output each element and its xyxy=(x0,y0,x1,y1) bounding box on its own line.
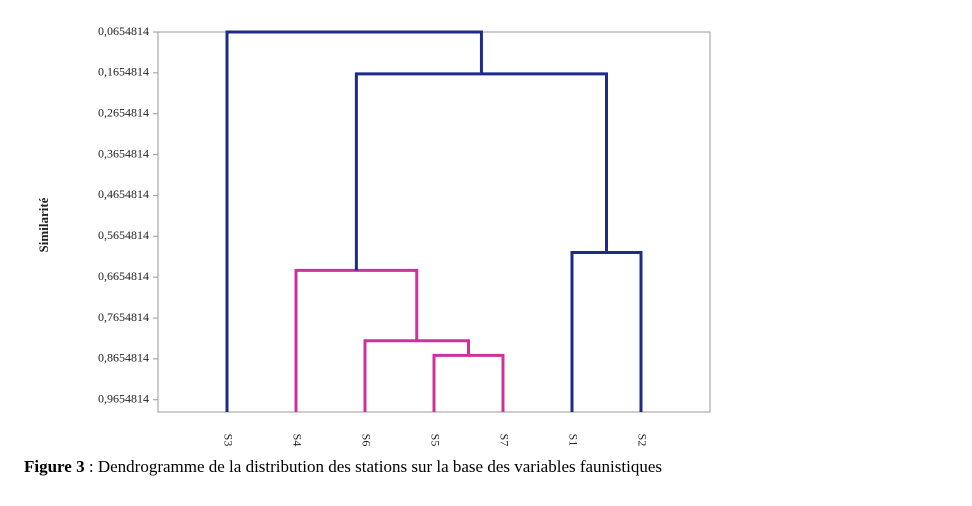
y-tick-label: 0,7654814 xyxy=(98,310,149,324)
y-tick-label: 0,2654814 xyxy=(98,105,149,119)
dendrogram-link xyxy=(354,72,608,271)
caption: Figure 3 : Dendrogramme de la distributi… xyxy=(24,457,662,476)
dendrogram-link xyxy=(570,250,643,412)
y-tick-label: 0,5654814 xyxy=(98,228,149,242)
dendrogram-link xyxy=(363,339,470,412)
x-tick-label: S2 xyxy=(635,434,649,447)
x-tick-label: S4 xyxy=(290,434,304,447)
x-tick-label: S6 xyxy=(359,434,373,447)
y-tick-label: 0,9654814 xyxy=(98,391,149,405)
caption-label: Figure 3 xyxy=(24,457,85,476)
x-tick-label: S5 xyxy=(428,434,442,447)
x-tick-label: S7 xyxy=(497,434,511,447)
y-tick-label: 0,6654814 xyxy=(98,269,149,283)
y-tick-label: 0,3654814 xyxy=(98,146,149,160)
dendrogram-link xyxy=(294,268,419,412)
dendrogram-link xyxy=(432,353,505,412)
caption-text: : Dendrogramme de la distribution des st… xyxy=(85,457,662,476)
dendrogram-link xyxy=(225,30,483,412)
y-tick-label: 0,0654814 xyxy=(98,24,149,38)
y-tick-label: 0,4654814 xyxy=(98,187,149,201)
y-axis-title: Similarité xyxy=(36,197,51,252)
x-tick-label: S3 xyxy=(221,434,235,447)
y-tick-label: 0,1654814 xyxy=(98,65,149,79)
y-tick-label: 0,8654814 xyxy=(98,351,149,365)
x-tick-label: S1 xyxy=(566,434,580,447)
